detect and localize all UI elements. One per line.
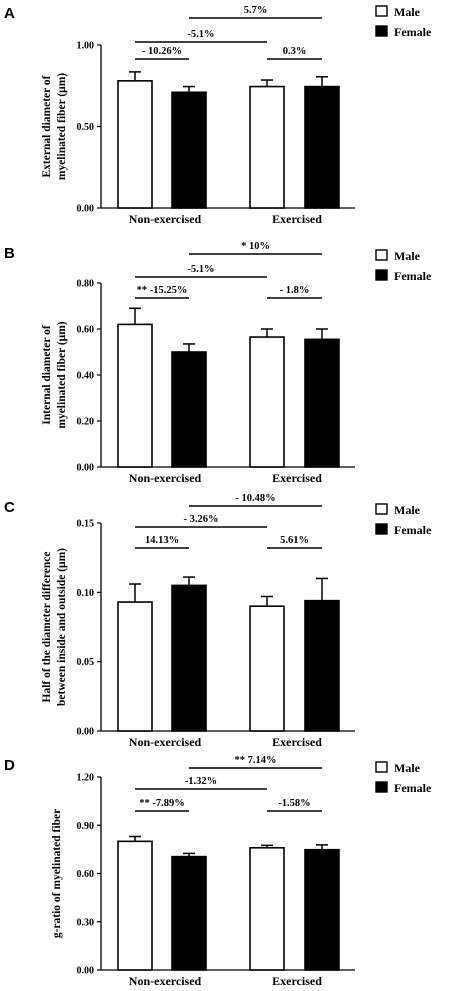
comparison-label: - 10.48% — [235, 493, 275, 504]
y-tick-label: 0.30 — [77, 917, 95, 928]
comparison-label: 5.7% — [244, 5, 268, 16]
legend-swatch-female — [375, 523, 388, 535]
y-axis-label: Half of the diameter difference — [41, 552, 53, 703]
panel-letter: D — [4, 757, 15, 774]
y-axis-label: myelinated fiber (μm) — [56, 321, 68, 428]
comparison-label: 5.61% — [280, 535, 309, 546]
comparison-label: * 10% — [241, 241, 270, 252]
x-category-label: Non-exercised — [129, 974, 202, 988]
y-axis-label: between inside and outside (μm) — [56, 548, 68, 706]
comparison-label: -5.1% — [187, 29, 214, 40]
legend: Male Female — [375, 249, 432, 283]
legend-label-male: Male — [394, 503, 421, 517]
legend-swatch-male — [375, 249, 388, 261]
legend-label-female: Female — [394, 25, 432, 39]
y-tick-label: 0.00 — [77, 204, 95, 215]
comparison-label: - 10.26% — [142, 46, 182, 57]
legend-label-female: Female — [394, 523, 432, 537]
legend-label-female: Female — [394, 269, 432, 283]
legend-swatch-male — [375, 503, 388, 515]
legend-swatch-female — [375, 781, 388, 793]
x-category-label: Non-exercised — [129, 471, 202, 485]
comparison-label: 14.13% — [145, 535, 179, 546]
bar-male-exercised — [249, 85, 285, 209]
y-axis-label: External diameter of — [41, 75, 53, 177]
y-tick-label: 0.20 — [77, 417, 95, 428]
legend-label-male: Male — [394, 5, 421, 19]
legend-label-female: Female — [394, 781, 432, 795]
y-tick-label: 0.50 — [77, 122, 95, 133]
legend: Male Female — [375, 503, 432, 537]
y-tick-label: 0.60 — [77, 325, 95, 336]
y-axis-label: g-ratio of myelinated fiber — [51, 809, 63, 938]
bar-female-non-exercised — [171, 91, 207, 209]
x-category-label: Exercised — [272, 471, 322, 485]
x-category-label: Non-exercised — [129, 735, 202, 749]
y-tick-label: 0.90 — [77, 821, 95, 832]
bar-female-exercised — [304, 599, 340, 732]
bar-male-non-exercised — [117, 80, 153, 209]
bar-female-exercised — [304, 338, 340, 468]
comparison-label: -1.58% — [278, 798, 310, 809]
bar-female-non-exercised — [171, 584, 207, 732]
legend: Male Female — [375, 5, 432, 39]
legend-label-male: Male — [394, 249, 421, 263]
chart-panel-b: B 0.00 0.20 0.40 0.60 0.80 Non-exercised Exerci… — [4, 241, 432, 485]
comparison-label: -5.1% — [187, 264, 214, 275]
legend: Male Female — [375, 761, 432, 795]
chart-panel-a: A 0.00 0.50 1.00 Non-exercised Exercised Exter… — [4, 5, 432, 226]
bar-female-exercised — [304, 85, 340, 209]
y-tick-label: 0.40 — [77, 371, 95, 382]
panel-letter: C — [4, 499, 15, 516]
panel-letter: A — [4, 5, 15, 22]
comparison-label: ** -15.25% — [137, 285, 188, 296]
comparison-label: - 3.26% — [184, 514, 219, 525]
comparison-label: -1.32% — [185, 776, 217, 787]
y-tick-label: 1.00 — [77, 41, 95, 52]
bar-male-non-exercised — [117, 601, 153, 732]
legend-label-male: Male — [394, 761, 421, 775]
y-tick-label: 0.80 — [77, 279, 95, 290]
y-tick-label: 0.00 — [77, 463, 95, 474]
y-tick-label: 0.15 — [77, 519, 95, 530]
legend-swatch-male — [375, 5, 388, 17]
legend-swatch-female — [375, 269, 388, 281]
comparison-label: 0.3% — [283, 46, 307, 57]
x-category-label: Exercised — [272, 974, 322, 988]
bar-male-non-exercised — [117, 323, 153, 468]
comparison-label: ** -7.89% — [139, 798, 185, 809]
panel-letter: B — [4, 245, 15, 262]
y-axis-label: Internal diameter of — [41, 325, 53, 425]
legend-swatch-male — [375, 761, 388, 773]
y-tick-label: 0.10 — [77, 588, 95, 599]
comparison-label: - 1.8% — [280, 285, 310, 296]
bar-female-exercised — [304, 848, 340, 971]
legend-swatch-female — [375, 25, 388, 37]
bar-male-exercised — [249, 605, 285, 732]
x-category-label: Non-exercised — [129, 212, 202, 226]
x-category-label: Exercised — [272, 735, 322, 749]
bar-female-non-exercised — [171, 351, 207, 468]
chart-panel-c: C 0.00 0.05 0.10 0.15 Non-exercised Exercised H… — [4, 493, 432, 749]
bar-female-non-exercised — [171, 855, 207, 971]
chart-panel-d: D 0.00 0.30 0.60 0.90 1.20 Non-exercised Exerci… — [4, 755, 432, 988]
y-tick-label: 0.00 — [77, 727, 95, 738]
y-tick-label: 0.05 — [77, 657, 95, 668]
y-tick-label: 1.20 — [77, 773, 95, 784]
y-tick-label: 0.00 — [77, 966, 95, 977]
comparison-label: ** 7.14% — [235, 755, 277, 766]
y-tick-label: 0.60 — [77, 869, 95, 880]
bar-male-exercised — [249, 846, 285, 971]
bar-male-exercised — [249, 336, 285, 468]
bar-male-non-exercised — [117, 840, 153, 971]
y-axis-label: myelinated fiber (μm) — [56, 73, 68, 180]
x-category-label: Exercised — [272, 212, 322, 226]
